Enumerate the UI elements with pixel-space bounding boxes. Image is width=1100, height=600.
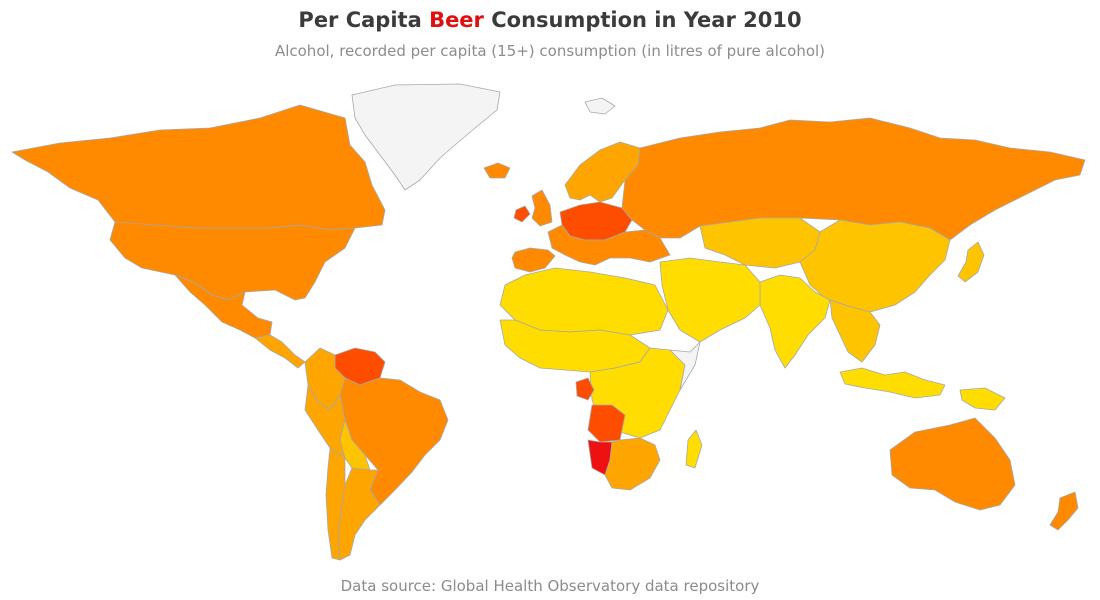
region-middle-east[interactable] bbox=[659, 257, 761, 343]
region-iceland[interactable] bbox=[483, 162, 511, 179]
region-angola[interactable] bbox=[587, 404, 626, 443]
region-united-states[interactable] bbox=[109, 221, 356, 301]
map-subtitle: Alcohol, recorded per capita (15+) consu… bbox=[274, 42, 826, 60]
title-highlight: Beer bbox=[429, 8, 484, 32]
region-mexico[interactable] bbox=[174, 274, 273, 339]
region-southeast-asia[interactable] bbox=[829, 299, 881, 363]
region-russia[interactable] bbox=[621, 117, 1086, 241]
region-southern-africa[interactable] bbox=[604, 437, 661, 491]
region-ireland[interactable] bbox=[513, 205, 531, 223]
map-title: Per Capita Beer Consumption in Year 2010 bbox=[0, 8, 1100, 32]
region-svalbard[interactable] bbox=[584, 97, 616, 115]
region-somalia[interactable] bbox=[669, 341, 701, 391]
title-prefix: Per Capita bbox=[298, 8, 430, 32]
region-spain[interactable] bbox=[511, 247, 556, 273]
region-chile[interactable] bbox=[325, 447, 346, 561]
title-suffix: Consumption in Year 2010 bbox=[483, 8, 802, 32]
region-australia[interactable] bbox=[889, 417, 1016, 511]
region-indonesia[interactable] bbox=[839, 367, 946, 399]
region-japan[interactable] bbox=[957, 241, 985, 283]
region-eastern-europe[interactable] bbox=[547, 224, 671, 266]
region-united-kingdom[interactable] bbox=[531, 189, 553, 227]
region-greenland[interactable] bbox=[351, 83, 501, 191]
region-papua-new-guinea[interactable] bbox=[959, 387, 1006, 411]
region-central-america[interactable] bbox=[254, 334, 306, 369]
data-source: Data source: Global Health Observatory d… bbox=[340, 577, 760, 595]
region-new-zealand[interactable] bbox=[1049, 491, 1079, 531]
region-madagascar[interactable] bbox=[685, 429, 703, 469]
region-canada[interactable] bbox=[11, 104, 386, 231]
region-india[interactable] bbox=[759, 274, 831, 369]
region-gabon[interactable] bbox=[575, 377, 595, 401]
